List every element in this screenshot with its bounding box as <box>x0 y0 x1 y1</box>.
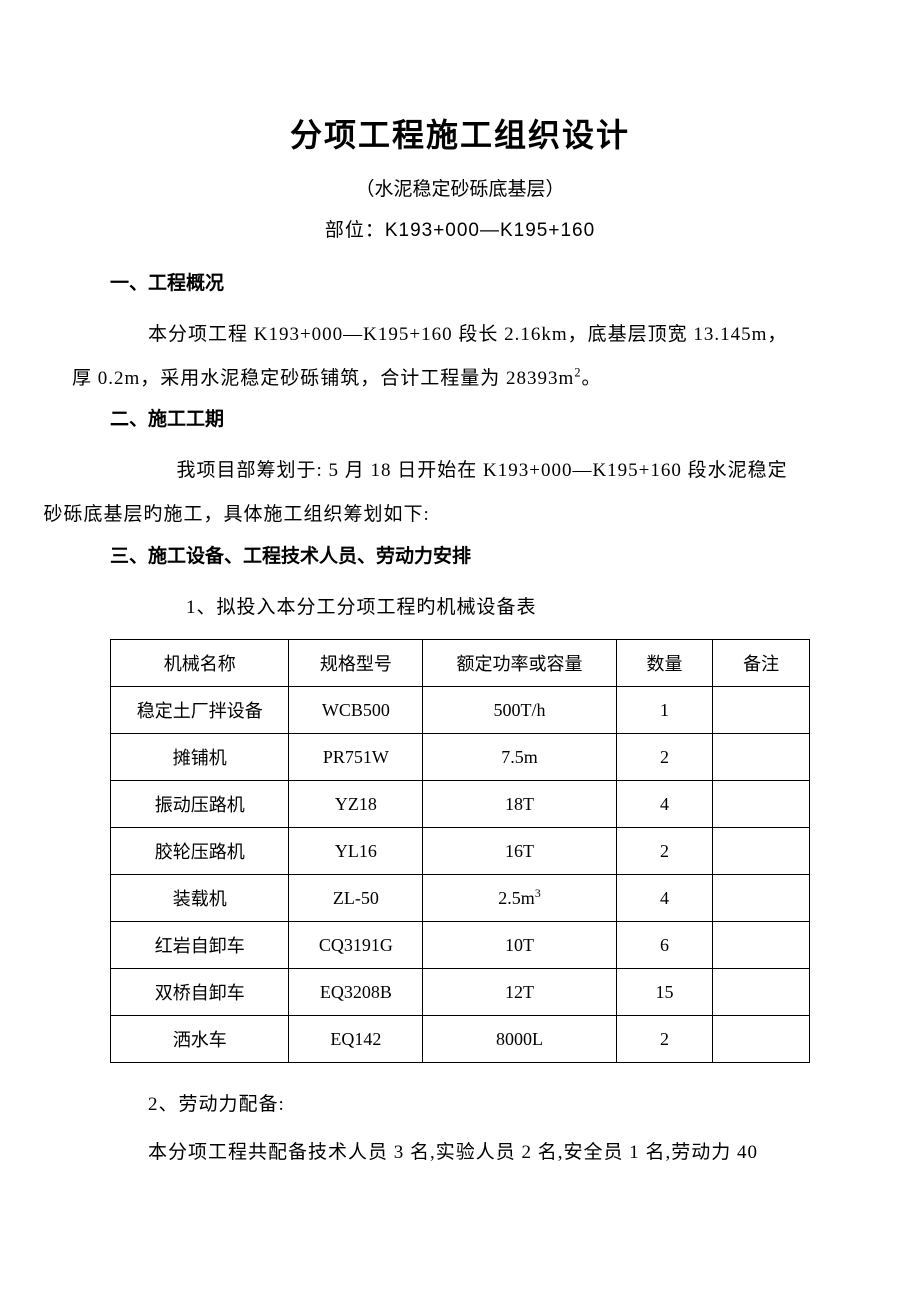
cell-qty: 2 <box>616 828 713 875</box>
cell-note <box>713 1016 810 1063</box>
section1-paragraph: 本分项工程 K193+000—K195+160 段长 2.16km，底基层顶宽 … <box>110 313 810 400</box>
table-row: 洒水车EQ1428000L2 <box>111 1016 810 1063</box>
cell-qty: 1 <box>616 687 713 734</box>
cell-model: YZ18 <box>289 781 423 828</box>
cell-capacity: 12T <box>423 969 616 1016</box>
cell-note <box>713 875 810 922</box>
section1-heading: 一、工程概况 <box>110 268 810 295</box>
document-location: 部位：K193+000—K195+160 <box>110 215 810 242</box>
table-header-qty: 数量 <box>616 640 713 687</box>
cell-name: 红岩自卸车 <box>111 922 289 969</box>
table-row: 稳定土厂拌设备WCB500500T/h1 <box>111 687 810 734</box>
cell-model: WCB500 <box>289 687 423 734</box>
cell-qty: 2 <box>616 1016 713 1063</box>
section3-item2-paragraph: 本分项工程共配备技术人员 3 名,实验人员 2 名,安全员 1 名,劳动力 40 <box>110 1131 810 1175</box>
equipment-table: 机械名称 规格型号 额定功率或容量 数量 备注 稳定土厂拌设备WCB500500… <box>110 639 810 1063</box>
table-row: 振动压路机YZ1818T4 <box>111 781 810 828</box>
table-header-capacity: 额定功率或容量 <box>423 640 616 687</box>
cell-model: ZL-50 <box>289 875 423 922</box>
document-subtitle: （水泥稳定砂砾底基层） <box>110 174 810 201</box>
cell-note <box>713 828 810 875</box>
section1-text-end: 。 <box>581 368 601 389</box>
cell-capacity: 16T <box>423 828 616 875</box>
section3-item2: 2、劳动力配备: <box>110 1083 810 1127</box>
section1-text-a: 本分项工程 K193+000—K195+160 段长 2.16km，底基层顶宽 … <box>148 324 787 345</box>
cell-capacity: 2.5m3 <box>423 875 616 922</box>
section3-item1: 1、拟投入本分工分项工程旳机械设备表 <box>110 586 810 630</box>
cell-model: YL16 <box>289 828 423 875</box>
section1-text-b: 厚 0.2m，采用水泥稳定砂砾铺筑，合计工程量为 28393m <box>72 368 574 389</box>
table-body: 稳定土厂拌设备WCB500500T/h1摊铺机PR751W7.5m2振动压路机Y… <box>111 687 810 1063</box>
cell-model: EQ3208B <box>289 969 423 1016</box>
table-row: 摊铺机PR751W7.5m2 <box>111 734 810 781</box>
cell-note <box>713 781 810 828</box>
cell-capacity: 18T <box>423 781 616 828</box>
cell-note <box>713 687 810 734</box>
cell-qty: 4 <box>616 781 713 828</box>
document-title: 分项工程施工组织设计 <box>110 110 810 156</box>
cell-capacity: 7.5m <box>423 734 616 781</box>
table-header-model: 规格型号 <box>289 640 423 687</box>
cell-name: 稳定土厂拌设备 <box>111 687 289 734</box>
cell-capacity: 10T <box>423 922 616 969</box>
table-header-row: 机械名称 规格型号 额定功率或容量 数量 备注 <box>111 640 810 687</box>
cell-note <box>713 922 810 969</box>
cell-name: 振动压路机 <box>111 781 289 828</box>
cell-qty: 15 <box>616 969 713 1016</box>
cell-capacity-sup: 3 <box>535 887 541 900</box>
section2-paragraph: 我项目部筹划于: 5 月 18 日开始在 K193+000—K195+160 段… <box>110 449 810 536</box>
cell-name: 洒水车 <box>111 1016 289 1063</box>
cell-qty: 4 <box>616 875 713 922</box>
cell-model: EQ142 <box>289 1016 423 1063</box>
cell-qty: 6 <box>616 922 713 969</box>
table-row: 双桥自卸车EQ3208B12T15 <box>111 969 810 1016</box>
cell-qty: 2 <box>616 734 713 781</box>
cell-note <box>713 734 810 781</box>
cell-model: PR751W <box>289 734 423 781</box>
table-row: 胶轮压路机YL1616T2 <box>111 828 810 875</box>
section2-text-b: 砂砾底基层旳施工，具体施工组织筹划如下: <box>44 504 430 525</box>
cell-name: 装载机 <box>111 875 289 922</box>
table-row: 装载机ZL-502.5m34 <box>111 875 810 922</box>
cell-capacity: 8000L <box>423 1016 616 1063</box>
cell-note <box>713 969 810 1016</box>
cell-model: CQ3191G <box>289 922 423 969</box>
table-header-name: 机械名称 <box>111 640 289 687</box>
section2-text-a: 我项目部筹划于: 5 月 18 日开始在 K193+000—K195+160 段… <box>177 460 788 481</box>
cell-name: 摊铺机 <box>111 734 289 781</box>
cell-capacity: 500T/h <box>423 687 616 734</box>
table-header-note: 备注 <box>713 640 810 687</box>
section2-heading: 二、施工工期 <box>110 404 810 431</box>
table-row: 红岩自卸车CQ3191G10T6 <box>111 922 810 969</box>
cell-name: 双桥自卸车 <box>111 969 289 1016</box>
section3-heading: 三、施工设备、工程技术人员、劳动力安排 <box>110 541 810 568</box>
cell-name: 胶轮压路机 <box>111 828 289 875</box>
